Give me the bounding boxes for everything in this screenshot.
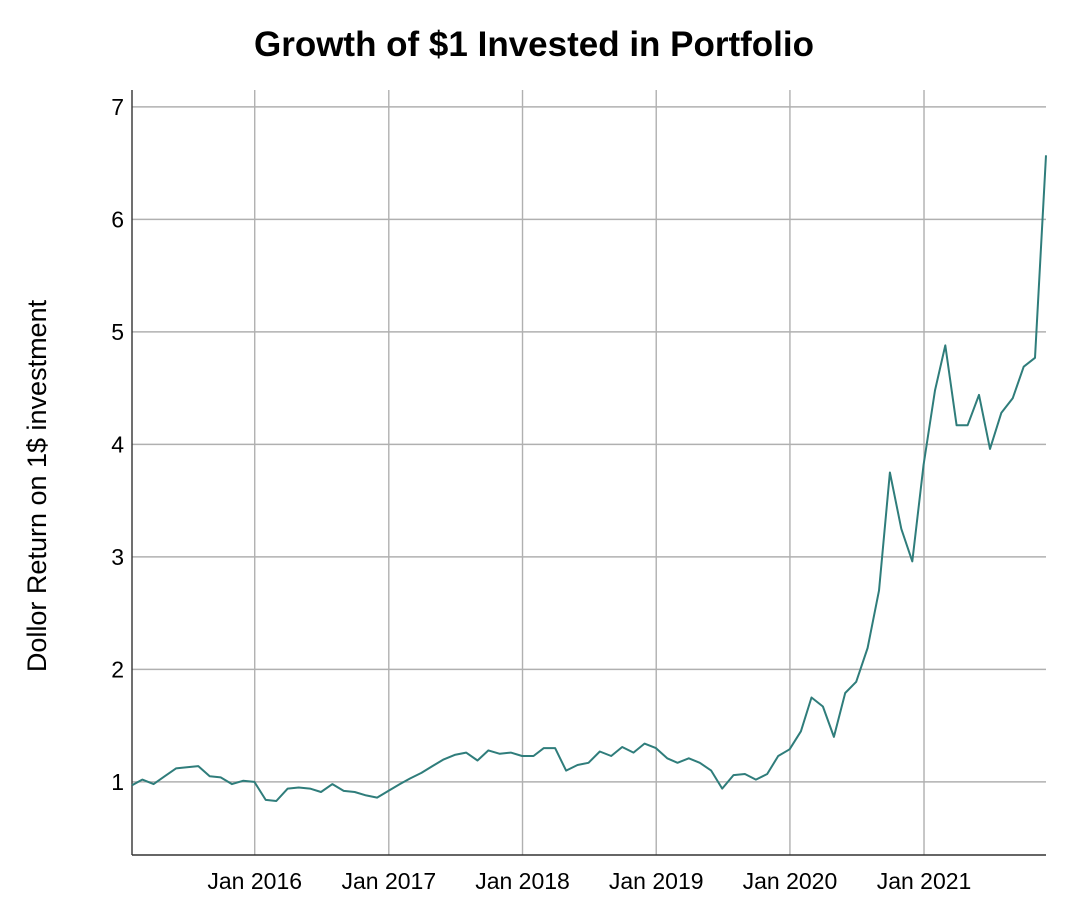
x-tick-label: Jan 2021 xyxy=(877,868,972,894)
y-tick-label: 6 xyxy=(111,206,124,232)
y-tick-label: 1 xyxy=(111,769,124,795)
x-tick-label: Jan 2017 xyxy=(341,868,436,894)
tick-labels: 1 2 3 4 5 6 7 Jan 2016 Jan 2017 Jan 2018 Jan 2019 J… xyxy=(111,94,971,894)
axes xyxy=(131,90,1046,856)
series-layer xyxy=(131,155,1047,802)
x-tick-label: Jan 2016 xyxy=(207,868,302,894)
y-axis-label: Dollor Return on 1$ investment xyxy=(22,299,52,672)
x-tick-label: Jan 2019 xyxy=(609,868,704,894)
y-tick-label: 5 xyxy=(111,319,124,345)
y-tick-label: 7 xyxy=(111,94,124,120)
y-tick-label: 2 xyxy=(111,656,124,682)
x-tick-label: Jan 2018 xyxy=(475,868,570,894)
y-tick-label: 3 xyxy=(111,544,124,570)
chart-title: Growth of $1 Invested in Portfolio xyxy=(254,25,814,64)
gridlines xyxy=(132,90,1046,855)
portfolio-series-line xyxy=(131,155,1047,802)
x-tick-label: Jan 2020 xyxy=(743,868,838,894)
y-tick-label: 4 xyxy=(111,431,124,457)
